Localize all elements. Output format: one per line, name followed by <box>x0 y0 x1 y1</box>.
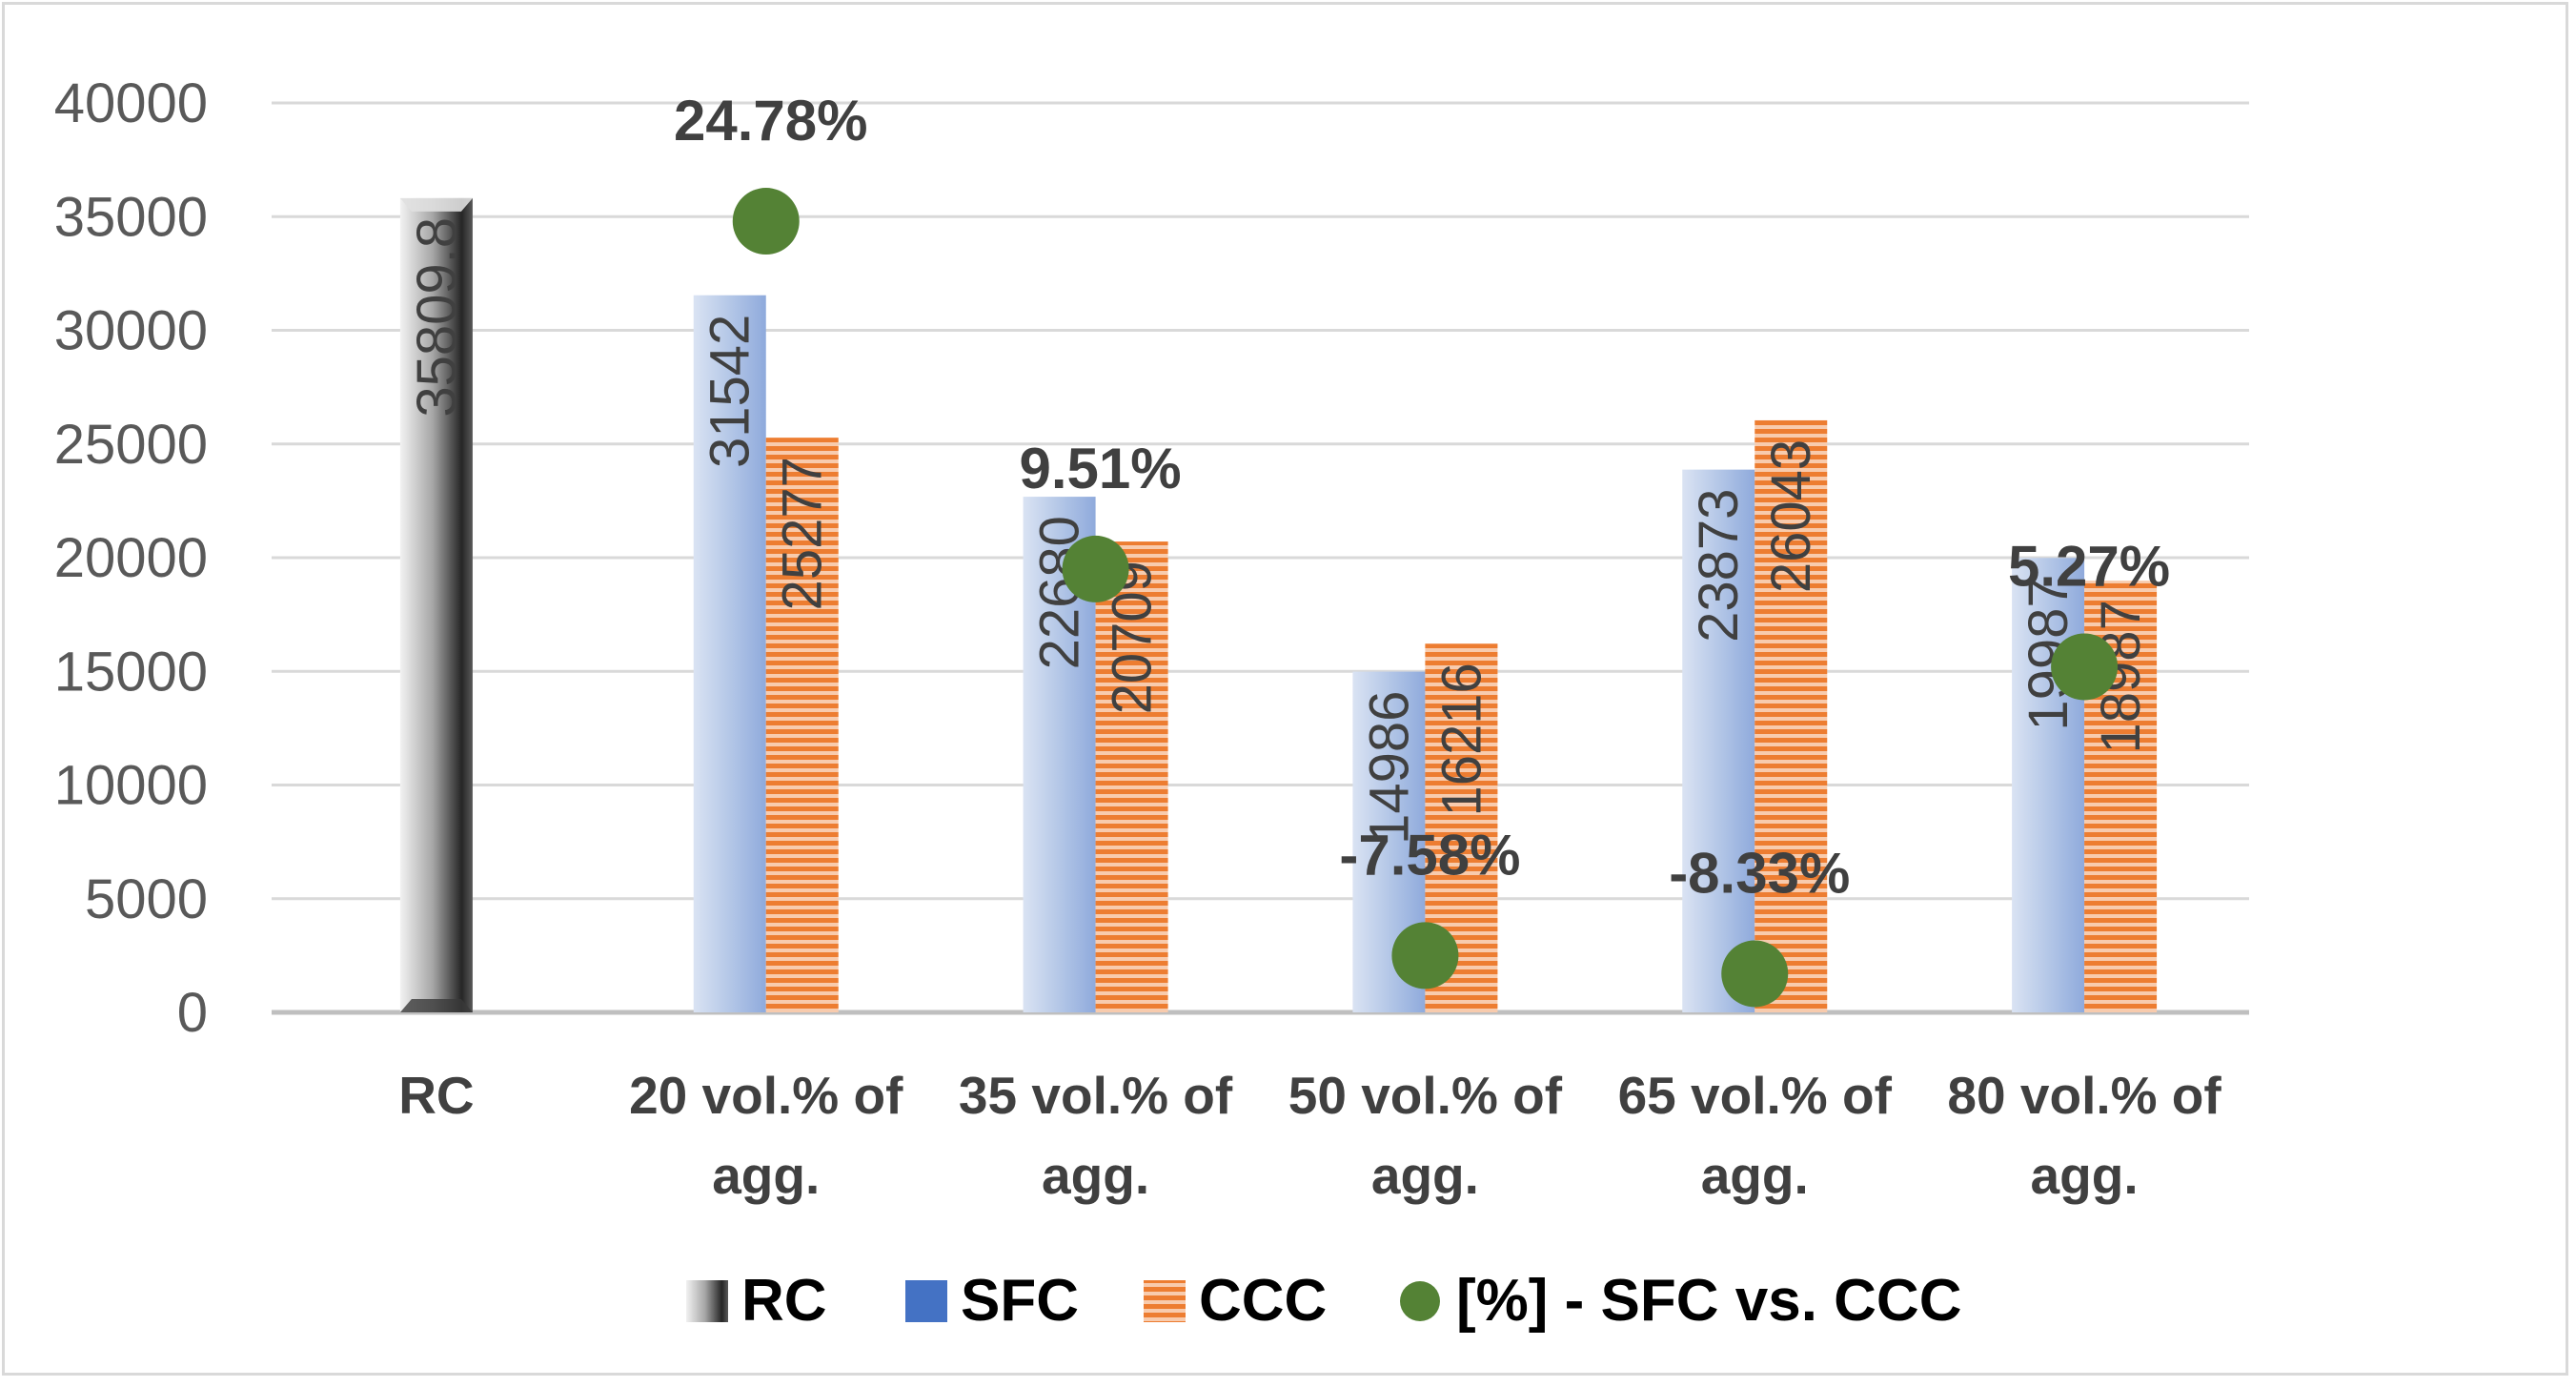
category-label: 65 vol.% of <box>1618 1066 1893 1125</box>
bar-rc <box>399 197 473 1012</box>
category-label: 35 vol.% of <box>959 1066 1233 1125</box>
bar-ccc <box>1095 541 1168 1012</box>
category-label: agg. <box>712 1146 820 1205</box>
percent-label: 9.51% <box>1020 437 1182 500</box>
y-tick-label: 20000 <box>54 527 208 589</box>
percent-series: 24.78% 9.51% -7.58% -8.33% 5.27% <box>674 89 2170 1008</box>
legend-swatch-percent <box>1400 1281 1440 1321</box>
category-label: 50 vol.% of <box>1288 1066 1563 1125</box>
data-label-ccc: 25277 <box>772 457 834 610</box>
category-label: 20 vol.% of <box>629 1066 903 1125</box>
legend: RC SFC CCC [%] - SFC vs. CCC <box>686 1268 1961 1334</box>
percent-label: 24.78% <box>674 89 868 153</box>
bar-sfc <box>2012 558 2085 1012</box>
percent-marker <box>732 188 800 255</box>
percent-label: -7.58% <box>1339 823 1520 887</box>
y-tick-label: 5000 <box>85 868 208 930</box>
percent-marker <box>1062 535 1129 602</box>
bar-sfc <box>693 295 766 1013</box>
bar-ccc <box>765 438 839 1012</box>
bar-rc-bevel-top <box>399 197 473 212</box>
legend-label: SFC <box>961 1268 1079 1334</box>
legend-swatch-rc <box>686 1280 728 1322</box>
data-labels: 35809.8 315422268014986238731998725277207… <box>406 217 2152 845</box>
data-label-sfc: 31542 <box>700 315 761 468</box>
y-tick-label: 0 <box>177 982 208 1044</box>
category-label: agg. <box>1371 1146 1479 1205</box>
bar-sfc <box>1682 469 1755 1013</box>
y-axis: 0 5000 10000 15000 20000 25000 30000 35000 40000 <box>54 72 2249 1044</box>
category-label: RC <box>398 1066 474 1125</box>
data-label-ccc: 16216 <box>1430 663 1492 816</box>
legend-label: CCC <box>1199 1268 1327 1334</box>
category-label: agg. <box>1042 1146 1149 1205</box>
data-label-ccc: 26043 <box>1760 439 1822 593</box>
category-label: agg. <box>2031 1146 2139 1205</box>
percent-marker <box>1721 940 1789 1008</box>
data-label-rc: 35809.8 <box>406 217 468 418</box>
bars <box>399 197 2158 1013</box>
legend-swatch-sfc <box>905 1280 947 1322</box>
bar-rc-bevel-bottom <box>399 999 473 1012</box>
y-tick-label: 15000 <box>54 641 208 703</box>
percent-label: -8.33% <box>1669 841 1850 905</box>
y-tick-label: 25000 <box>54 414 208 476</box>
category-label: agg. <box>1701 1146 1809 1205</box>
data-label-sfc: 23873 <box>1688 489 1750 643</box>
bar-ccc <box>1755 419 1828 1012</box>
y-tick-label: 40000 <box>54 72 208 134</box>
category-label: 80 vol.% of <box>1947 1066 2221 1125</box>
y-tick-label: 35000 <box>54 186 208 248</box>
x-axis-categories: RC 20 vol.% of agg. 35 vol.% of agg. 50 vol.%… <box>398 1066 2221 1205</box>
grid-lines <box>272 101 2249 901</box>
y-tick-label: 30000 <box>54 300 208 362</box>
legend-label: RC <box>741 1268 827 1334</box>
legend-label: [%] - SFC vs. CCC <box>1456 1268 1961 1334</box>
data-label-sfc: 14986 <box>1358 691 1420 845</box>
percent-marker <box>1391 922 1459 989</box>
percent-label: 5.27% <box>2008 534 2170 598</box>
y-tick-label: 10000 <box>54 755 208 817</box>
legend-swatch-ccc <box>1144 1280 1186 1322</box>
percent-marker <box>2051 633 2119 701</box>
